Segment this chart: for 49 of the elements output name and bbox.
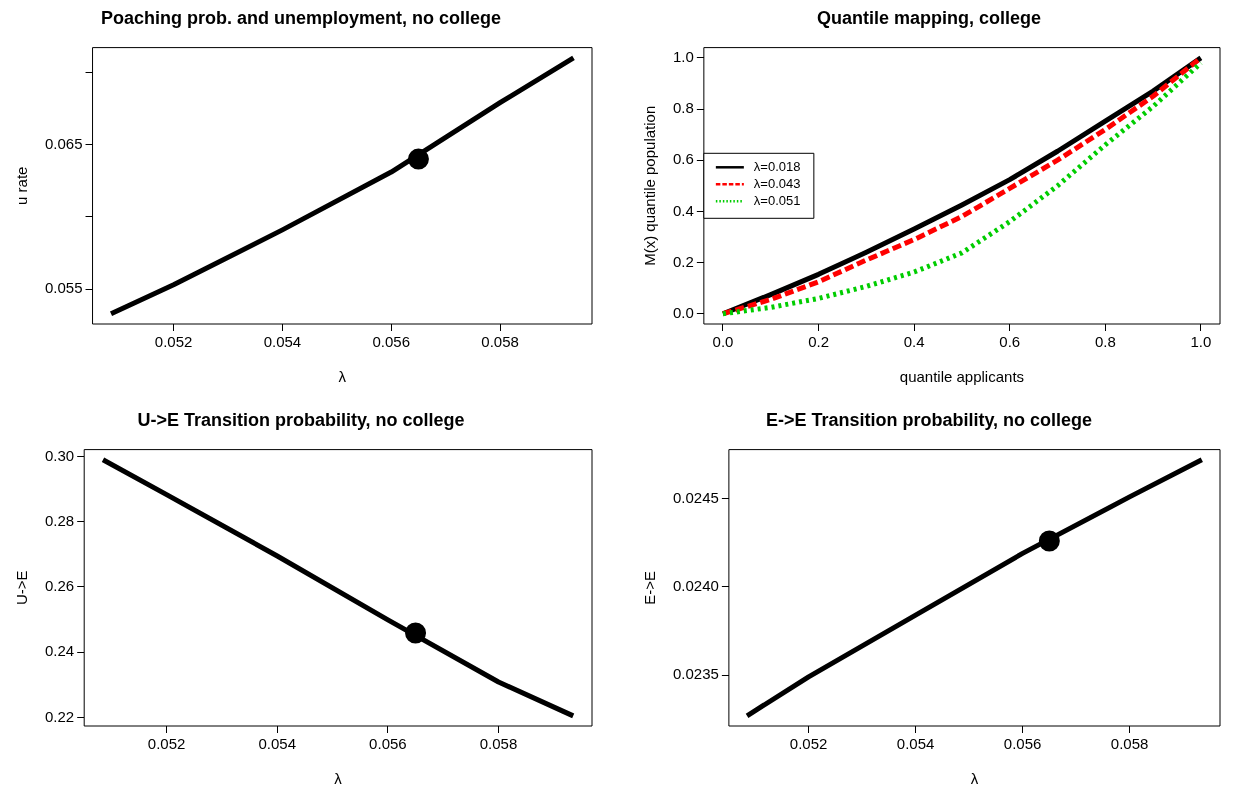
y-tick-label: 0.8 (672, 99, 694, 117)
y-tick-label: 0.0235 (672, 665, 719, 683)
x-tick-label: 0.056 (372, 333, 411, 351)
y-axis-title: E->E (641, 570, 659, 605)
x-tick-label: 0.058 (481, 333, 519, 351)
x-tick-label: 1.0 (1190, 333, 1212, 351)
y-tick-label: 0.22 (44, 707, 75, 725)
y-tick-label: 0.0 (672, 303, 694, 321)
y-tick-label: 0.065 (44, 134, 83, 152)
x-tick-label: 0.056 (1003, 735, 1042, 753)
y-tick-label: 0.055 (44, 279, 83, 297)
x-tick-label: 0.0 (712, 333, 734, 351)
y-tick-label: 0.24 (44, 642, 75, 660)
chart-title: Quantile mapping, college (816, 7, 1042, 28)
chart-title: E->E Transition probability, no college (765, 409, 1093, 430)
x-axis-title: λ (970, 770, 979, 788)
y-tick-label: 0.4 (672, 201, 694, 219)
y-axis-title: U->E (13, 570, 31, 606)
y-tick-label: 0.0245 (672, 488, 719, 506)
legend-label: λ=0.018 (753, 158, 801, 174)
y-tick-label: 1.0 (672, 47, 694, 65)
legend-label: λ=0.043 (753, 175, 801, 191)
y-tick-label: 0.26 (44, 577, 75, 595)
x-tick-label: 0.6 (999, 333, 1021, 351)
x-tick-label: 0.052 (154, 333, 193, 351)
x-tick-label: 0.2 (808, 333, 829, 351)
x-tick-label: 0.058 (479, 735, 518, 753)
chart-title: U->E Transition probability, no college (137, 409, 465, 430)
y-tick-label: 0.30 (44, 446, 75, 464)
x-axis-title: λ (338, 368, 347, 386)
x-tick-label: 0.056 (369, 735, 407, 753)
chart-title: Poaching prob. and unemployment, no college (100, 7, 502, 28)
x-tick-label: 0.8 (1094, 333, 1116, 351)
x-tick-label: 0.054 (896, 735, 935, 753)
y-tick-label: 0.6 (672, 150, 694, 168)
x-tick-label: 0.054 (263, 333, 302, 351)
x-tick-label: 0.4 (903, 333, 925, 351)
x-tick-label: 0.052 (147, 735, 186, 753)
x-axis-title: quantile applicants (899, 368, 1025, 386)
x-tick-label: 0.058 (1110, 735, 1149, 753)
x-tick-label: 0.052 (789, 735, 828, 753)
legend-label: λ=0.051 (753, 192, 801, 208)
x-tick-label: 0.054 (258, 735, 297, 753)
y-tick-label: 0.0240 (672, 577, 719, 595)
y-tick-label: 0.28 (44, 511, 75, 529)
x-axis-title: λ (334, 770, 343, 788)
y-axis-title: M(x) quantile population (641, 105, 659, 266)
y-axis-title: u rate (13, 166, 31, 205)
y-tick-label: 0.2 (672, 252, 694, 270)
